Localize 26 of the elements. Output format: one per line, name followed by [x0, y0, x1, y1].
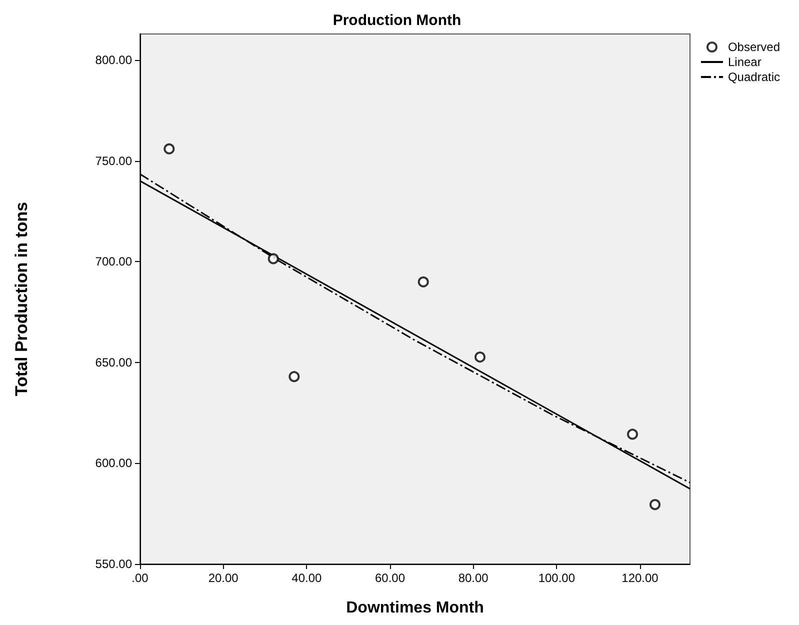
- y-tick-label: 600.00: [95, 456, 132, 470]
- point: [268, 253, 279, 264]
- x-tick-label: .00: [132, 571, 149, 585]
- y-tick-label: 750.00: [95, 154, 132, 168]
- y-tick-label: 700.00: [95, 254, 132, 269]
- legend-label: Linear: [728, 55, 762, 69]
- legend-label: Quadratic: [728, 70, 780, 84]
- legend-label: Observed: [728, 40, 780, 54]
- point: [627, 428, 638, 440]
- x-tick-label: 20.00: [208, 571, 239, 585]
- y-tick-label: 800.00: [95, 53, 132, 68]
- x-tick-label: 40.00: [292, 571, 322, 585]
- point: [164, 143, 175, 154]
- y-tick-label: 550.00: [95, 557, 132, 571]
- point: [474, 352, 486, 363]
- x-tick-label: 120.00: [622, 571, 659, 585]
- x-tick-label: 100.00: [538, 571, 576, 585]
- x-tick-label: 60.00: [374, 571, 406, 585]
- x-tick-label: 80.00: [458, 571, 489, 585]
- chart-title: Production Month: [332, 12, 462, 29]
- point: [650, 499, 660, 510]
- x-axis-title: Downtimes Month: [346, 600, 484, 616]
- y-tick-label: 650.00: [95, 355, 132, 370]
- point: [418, 276, 429, 288]
- point: [288, 371, 300, 382]
- y-axis-title: Total Production in tons: [12, 202, 31, 396]
